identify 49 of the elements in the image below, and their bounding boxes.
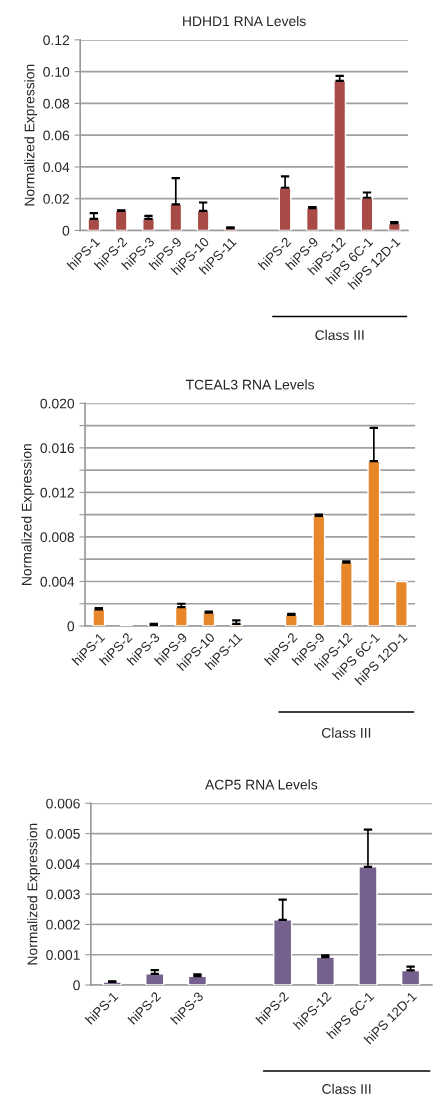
y-tick-label: 0.12 bbox=[43, 35, 70, 46]
bar bbox=[339, 561, 353, 627]
bar bbox=[273, 919, 293, 986]
bar bbox=[400, 969, 421, 986]
bar bbox=[187, 975, 208, 986]
y-tick-label: 0.04 bbox=[43, 162, 70, 173]
bar bbox=[333, 80, 347, 231]
bar bbox=[358, 866, 378, 986]
bar bbox=[278, 187, 292, 231]
y-tick-label: 0.06 bbox=[43, 130, 70, 141]
y-tick-label: 0.020 bbox=[40, 398, 75, 409]
y-tick-label: 0 bbox=[73, 980, 80, 991]
bar bbox=[169, 203, 183, 231]
bar bbox=[145, 973, 165, 986]
text: Class III bbox=[321, 727, 371, 738]
y-axis-title: Normalized Expression bbox=[27, 823, 41, 965]
y-tick-label: 0.02 bbox=[43, 194, 70, 204]
y-tick-label: 0.004 bbox=[40, 576, 75, 587]
bar bbox=[202, 611, 216, 627]
text: Class III bbox=[322, 1083, 371, 1094]
y-tick-label: 0.008 bbox=[40, 532, 75, 543]
y-tick-label: 0.004 bbox=[46, 859, 80, 870]
y-tick-label: 0.006 bbox=[46, 798, 80, 809]
y-tick-label: 0.08 bbox=[43, 98, 70, 109]
bar bbox=[284, 614, 298, 627]
chart-title: TCEAL3 RNA Levels bbox=[185, 379, 315, 390]
y-axis-title: Normalized Expression bbox=[21, 444, 35, 585]
chart-title: HDHD1 RNA Levels bbox=[183, 15, 306, 27]
y-tick-label: 0.001 bbox=[46, 950, 80, 960]
bar bbox=[196, 210, 210, 231]
bar bbox=[312, 515, 326, 627]
y-tick-label: 0.002 bbox=[46, 919, 80, 930]
bar bbox=[315, 956, 335, 986]
y-tick-label: 0.005 bbox=[46, 828, 80, 839]
bar bbox=[114, 210, 128, 231]
y-tick-label: 0 bbox=[62, 225, 70, 236]
bar bbox=[174, 606, 188, 627]
y-tick-label: 0 bbox=[67, 621, 75, 632]
y-tick-label: 0.012 bbox=[40, 487, 74, 498]
y-tick-label: 0.016 bbox=[40, 443, 75, 454]
bar bbox=[92, 608, 106, 627]
y-tick-label: 0.10 bbox=[43, 66, 70, 77]
y-axis-title: Normalized Expression bbox=[24, 64, 38, 206]
bar bbox=[367, 460, 381, 627]
bar bbox=[394, 580, 408, 627]
chart-title: ACP5 RNA Levels bbox=[205, 779, 318, 790]
text: Class III bbox=[315, 329, 364, 341]
bar bbox=[305, 207, 319, 231]
y-tick-label: 0.003 bbox=[46, 889, 80, 900]
